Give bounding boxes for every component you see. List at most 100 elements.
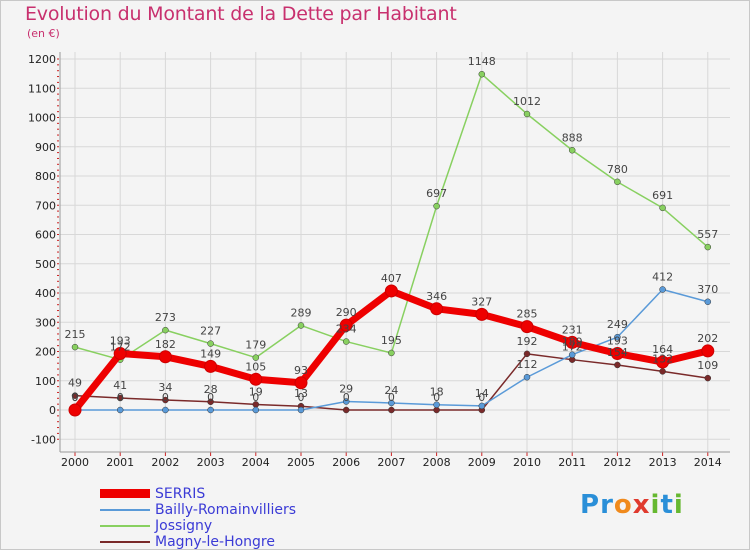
data-point bbox=[523, 350, 531, 358]
y-tick-label: -100 bbox=[31, 433, 56, 446]
x-tick-label: 2004 bbox=[242, 456, 270, 469]
data-label: 14 bbox=[475, 387, 489, 400]
data-point bbox=[430, 302, 444, 316]
data-point bbox=[204, 359, 218, 373]
data-label: 407 bbox=[381, 272, 402, 285]
data-label: 697 bbox=[426, 187, 447, 200]
data-point bbox=[475, 307, 489, 321]
data-label: 231 bbox=[562, 323, 583, 336]
logo-letter: P bbox=[580, 490, 601, 520]
data-label: 370 bbox=[697, 283, 718, 296]
x-tick-label: 2000 bbox=[61, 456, 89, 469]
data-point bbox=[388, 399, 395, 407]
data-point bbox=[659, 286, 666, 293]
data-label: 164 bbox=[652, 343, 673, 356]
y-tick-label: 400 bbox=[35, 287, 56, 300]
data-label: 0 bbox=[343, 391, 350, 404]
data-point bbox=[384, 284, 398, 298]
data-label: 49 bbox=[68, 377, 82, 390]
data-label: 154 bbox=[607, 346, 628, 359]
chart-title: Evolution du Montant de la Dette par Hab… bbox=[25, 3, 457, 25]
x-tick-label: 2009 bbox=[468, 456, 496, 469]
data-point bbox=[433, 401, 440, 408]
data-label: 0 bbox=[72, 391, 79, 404]
data-label: 109 bbox=[697, 359, 718, 372]
logo-letter: i bbox=[673, 490, 684, 520]
data-label: 18 bbox=[430, 386, 444, 399]
data-point bbox=[656, 355, 670, 369]
data-point bbox=[701, 344, 715, 358]
data-label: 0 bbox=[433, 391, 440, 404]
data-label: 215 bbox=[65, 328, 86, 341]
legend-label: Bailly-Romainvilliers bbox=[155, 502, 297, 518]
logo-letter: i bbox=[650, 490, 661, 520]
data-point bbox=[342, 398, 350, 405]
data-label: 192 bbox=[517, 335, 538, 348]
data-point bbox=[565, 335, 579, 349]
y-tick-label: 1000 bbox=[28, 112, 56, 125]
x-tick-label: 2001 bbox=[106, 456, 134, 469]
data-label: 0 bbox=[298, 391, 305, 404]
data-point bbox=[523, 110, 531, 118]
logo-letter: t bbox=[660, 490, 674, 520]
data-point bbox=[162, 326, 169, 334]
y-tick-label: 0 bbox=[49, 404, 56, 417]
data-point bbox=[71, 343, 79, 351]
data-label: 132 bbox=[652, 352, 673, 365]
y-tick-label: 800 bbox=[35, 170, 56, 183]
data-label: 249 bbox=[607, 318, 628, 331]
data-label: 780 bbox=[607, 163, 628, 176]
x-tick-label: 2010 bbox=[513, 456, 541, 469]
y-tick-label: 600 bbox=[35, 229, 56, 242]
y-tick-label: 900 bbox=[35, 141, 56, 154]
data-label: 888 bbox=[562, 131, 583, 144]
data-point bbox=[252, 354, 260, 361]
data-label: 273 bbox=[155, 311, 176, 324]
data-label: 172 bbox=[110, 341, 131, 354]
data-label: 1148 bbox=[468, 55, 496, 68]
y-tick-label: 300 bbox=[35, 316, 56, 329]
data-point bbox=[614, 333, 621, 341]
data-point bbox=[568, 351, 576, 358]
legend-swatch bbox=[100, 541, 150, 543]
data-label: 0 bbox=[72, 391, 79, 404]
x-tick-label: 2007 bbox=[377, 456, 405, 469]
data-point bbox=[68, 403, 82, 417]
data-point bbox=[659, 204, 666, 212]
data-point bbox=[71, 392, 79, 399]
data-label: 289 bbox=[291, 306, 312, 319]
legend-swatch bbox=[100, 525, 150, 527]
legend-label: SERRIS bbox=[155, 486, 206, 502]
x-tick-label: 2013 bbox=[649, 456, 677, 469]
data-label: 0 bbox=[388, 391, 395, 404]
y-tick-label: 1200 bbox=[28, 53, 56, 66]
data-label: 290 bbox=[336, 306, 357, 319]
data-label: 19 bbox=[249, 385, 263, 398]
data-label: 29 bbox=[339, 383, 353, 396]
data-point bbox=[207, 406, 214, 414]
data-point bbox=[342, 406, 350, 414]
x-tick-label: 2002 bbox=[151, 456, 179, 469]
logo-letter: r bbox=[600, 490, 614, 520]
logo-letter: o bbox=[613, 490, 633, 520]
data-label: 193 bbox=[607, 335, 628, 348]
data-label: 112 bbox=[517, 358, 538, 371]
data-label: 0 bbox=[117, 391, 124, 404]
x-tick-label: 2012 bbox=[603, 456, 631, 469]
y-tick-label: 200 bbox=[35, 346, 56, 359]
data-label: 0 bbox=[207, 391, 214, 404]
data-label: 0 bbox=[478, 391, 485, 404]
data-label: 41 bbox=[113, 379, 127, 392]
data-point bbox=[252, 406, 260, 414]
y-tick-label: 1100 bbox=[28, 82, 56, 95]
data-label: 202 bbox=[697, 332, 718, 345]
data-label: 149 bbox=[200, 347, 221, 360]
data-label: 193 bbox=[110, 335, 131, 348]
data-point bbox=[297, 322, 305, 329]
x-tick-label: 2003 bbox=[197, 456, 225, 469]
proxiti-logo: Proxiti bbox=[580, 490, 684, 520]
data-label: 285 bbox=[517, 308, 538, 321]
legend-label: Magny-le-Hongre bbox=[155, 534, 275, 550]
data-point bbox=[113, 347, 127, 361]
data-label: 0 bbox=[252, 391, 259, 404]
